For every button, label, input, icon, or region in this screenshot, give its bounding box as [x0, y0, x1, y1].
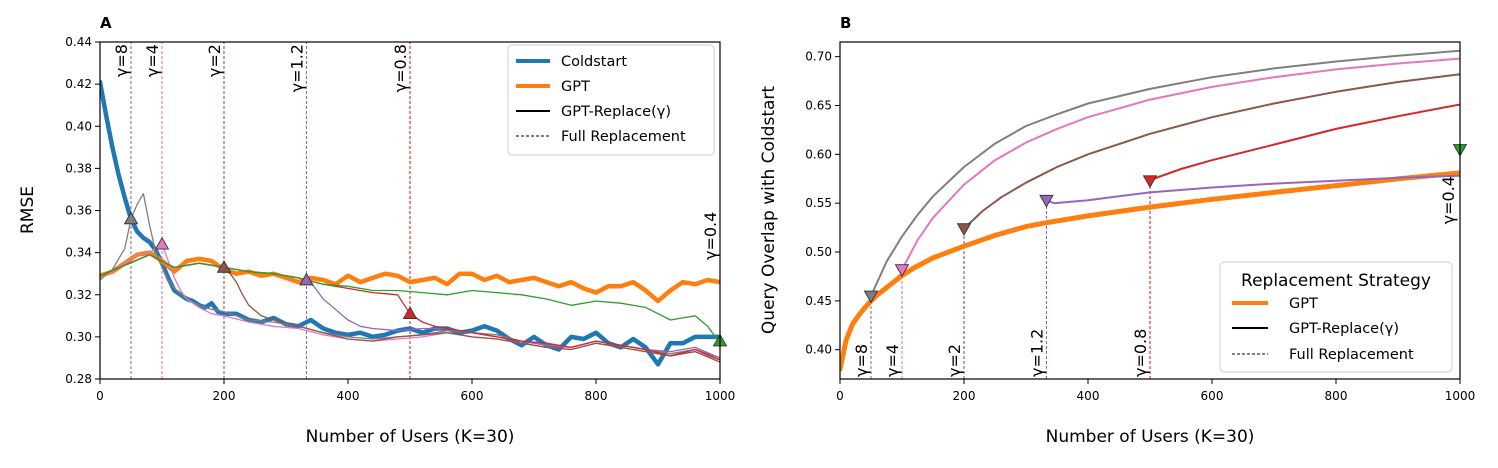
panel-a-y-axis: 0.28 0.30 0.32 0.34 0.36 0.38 0.40 0.42 0.44 [65, 35, 100, 386]
panel-b-series [840, 49, 1460, 372]
panel-b-x-tick-label: 600 [1201, 389, 1224, 403]
panel-b-y-axis: 0.40 0.45 0.50 0.55 0.60 0.65 0.70 [805, 50, 840, 357]
panel-a-letter: A [100, 14, 112, 32]
panel-b-legend-box [1219, 261, 1453, 373]
panel-b-marker-2 [956, 223, 972, 236]
panel-b-y-label: Query Overlap with Coldstart [759, 86, 779, 334]
panel-b-series-gpt-replace-8 [870, 49, 1460, 297]
panel-b-letter: B [840, 14, 851, 32]
panel-b-gamma-label-0-4: γ=0.4 [1439, 176, 1458, 224]
panel-b-frame [839, 41, 1461, 380]
legend-a-coldstart: Coldstart [561, 54, 627, 70]
panel-a: A 0 200 400 600 800 1000 0.28 0.30 0.32 0.34 0.36… [18, 14, 735, 447]
panel-a-gamma-labels: γ=8 γ=4 γ=2 γ=1.2 γ=0.8 γ=0.4 [112, 44, 720, 260]
panel-b-marker-1-2 [1039, 194, 1054, 208]
panel-a-y-tick-label: 0.28 [65, 372, 92, 386]
panel-b-y-tick-label: 0.50 [805, 245, 832, 259]
panel-b-y-tick-label: 0.65 [805, 98, 832, 112]
panel-b-series-gpt-replace-4 [901, 57, 1460, 271]
panel-a-y-tick-label: 0.32 [65, 288, 92, 302]
panel-b-y-tick-label: 0.55 [805, 196, 832, 210]
panel-b-x-tick-label: 800 [1325, 389, 1348, 403]
panel-b-gamma-label-8: γ=8 [852, 344, 871, 377]
panel-b-series-gpt-replace-0-8 [1149, 103, 1460, 182]
panel-b-gamma-label-0-8: γ=0.8 [1131, 329, 1150, 377]
panel-b-gamma-label-2: γ=2 [945, 344, 964, 377]
panel-a-gamma-label-4: γ=4 [143, 44, 162, 77]
panel-b-x-axis: 0 200 400 600 800 1000 [836, 379, 1475, 403]
panel-a-series-gpt [100, 250, 720, 304]
panel-a-y-tick-label: 0.34 [65, 246, 92, 260]
panel-b-x-label: Number of Users (K=30) [1046, 427, 1255, 447]
panel-a-y-label: RMSE [18, 186, 38, 234]
panel-a-x-tick-label: 1000 [705, 389, 736, 403]
panel-a-x-tick-label: 0 [96, 389, 104, 403]
panel-b-reference-lines [870, 180, 1151, 379]
panel-b-y-tick-label: 0.40 [805, 343, 832, 357]
panel-b-x-tick-label: 0 [836, 389, 844, 403]
panel-a-gamma-label-0-8: γ=0.8 [391, 44, 410, 92]
legend-b-title: Replacement Strategy [1241, 271, 1431, 291]
legend-b-full-replacement: Full Replacement [1289, 347, 1414, 363]
panel-a-marker-4 [154, 236, 170, 250]
legend-a-full-replacement: Full Replacement [561, 129, 686, 145]
panel-a-reference-lines [130, 42, 411, 379]
panel-b-series-gpt-replace-2 [963, 73, 1460, 230]
panel-a-series-gpt-replace-0-4 [100, 254, 720, 344]
panel-a-y-tick-label: 0.42 [65, 77, 92, 91]
panel-a-marker-8 [123, 211, 139, 225]
panel-b-marker-4 [894, 264, 910, 278]
panel-b-gamma-labels: γ=8 γ=4 γ=2 γ=1.2 γ=0.8 γ=0.4 [852, 176, 1458, 377]
legend-b-replace: GPT-Replace(γ) [1289, 321, 1399, 337]
panel-a-marker-2 [216, 259, 232, 273]
panel-b-legend: Replacement Strategy GPT GPT-Replace(γ) … [1219, 261, 1453, 373]
panel-a-marker-1-2 [299, 272, 314, 286]
panel-a-gamma-label-8: γ=8 [112, 44, 131, 77]
panel-b-marker-8 [863, 290, 879, 304]
panel-a-gamma-label-1-2: γ=1.2 [288, 44, 307, 92]
panel-b-x-tick-label: 200 [953, 389, 976, 403]
panel-a-x-tick-label: 400 [337, 389, 360, 403]
panel-a-legend-box [507, 44, 715, 156]
legend-a-replace: GPT-Replace(γ) [561, 104, 671, 120]
panel-b-x-tick-label: 1000 [1445, 389, 1476, 403]
panel-b-x-tick-label: 400 [1077, 389, 1100, 403]
panel-a-x-tick-label: 800 [585, 389, 608, 403]
panel-a-x-axis: 0 200 400 600 800 1000 [96, 379, 735, 403]
panel-a-legend: Coldstart GPT GPT-Replace(γ) Full Replac… [507, 44, 715, 156]
panel-b-gamma-label-1-2: γ=1.2 [1028, 329, 1047, 377]
panel-a-y-tick-label: 0.36 [65, 204, 92, 218]
panel-b: B 0 200 400 600 800 1000 0.40 0.45 0.50 0.55 0.60… [759, 14, 1475, 447]
panel-b-gamma-label-4: γ=4 [883, 344, 902, 377]
panel-a-x-label: Number of Users (K=30) [306, 427, 515, 447]
panel-a-y-tick-label: 0.40 [65, 119, 92, 133]
panel-b-series-gpt-replace-1-2 [1045, 174, 1460, 205]
panel-a-marker-0-8 [402, 306, 418, 320]
panel-a-gamma-label-2: γ=2 [205, 44, 224, 77]
legend-a-gpt: GPT [561, 79, 590, 95]
panel-b-y-tick-label: 0.70 [805, 50, 832, 64]
panel-a-gamma-label-0-4: γ=0.4 [701, 212, 720, 260]
panel-b-marker-0-8 [1142, 175, 1158, 189]
panel-a-y-tick-label: 0.44 [65, 35, 92, 49]
panel-b-y-tick-label: 0.60 [805, 147, 832, 161]
panel-b-series-gpt [840, 170, 1460, 372]
panel-a-x-tick-label: 200 [213, 389, 236, 403]
panel-a-x-tick-label: 600 [461, 389, 484, 403]
legend-b-gpt: GPT [1289, 296, 1318, 312]
panel-b-y-tick-label: 0.45 [805, 294, 832, 308]
panel-a-y-tick-label: 0.38 [65, 161, 92, 175]
panel-a-y-tick-label: 0.30 [65, 330, 92, 344]
